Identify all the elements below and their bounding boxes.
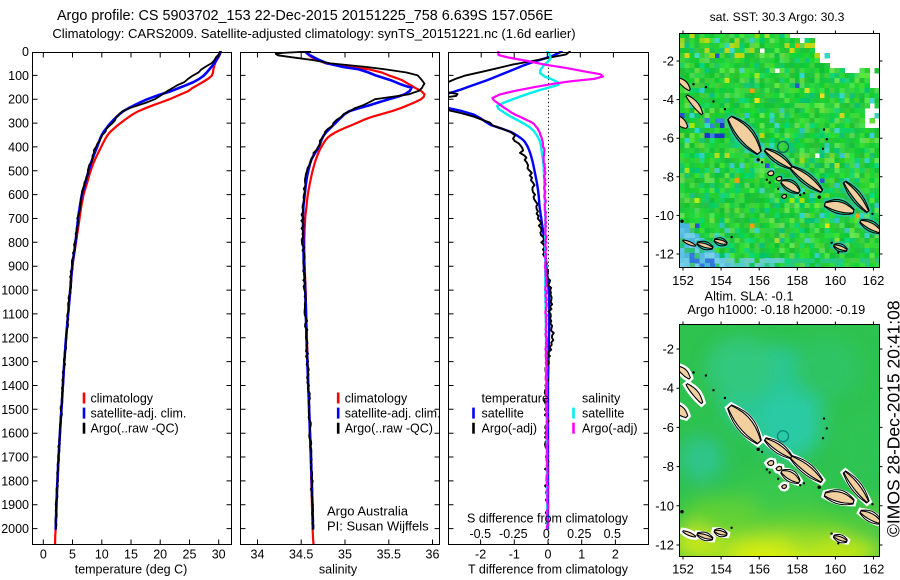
svg-text:2: 2 <box>612 548 619 562</box>
svg-text:satellite: satellite <box>582 407 624 421</box>
svg-text:climatology: climatology <box>91 392 154 406</box>
svg-text:400: 400 <box>8 140 29 154</box>
svg-text:satellite-adj. clim.: satellite-adj. clim. <box>91 407 187 421</box>
svg-text:160: 160 <box>825 273 847 288</box>
svg-text:-0.5: -0.5 <box>470 527 492 541</box>
svg-text:158: 158 <box>786 562 808 577</box>
svg-text:156: 156 <box>748 562 770 577</box>
svg-text:25: 25 <box>183 548 197 562</box>
svg-text:PI: Susan Wijffels: PI: Susan Wijffels <box>327 519 429 534</box>
svg-text:152: 152 <box>672 562 694 577</box>
svg-text:-0.25: -0.25 <box>499 527 528 541</box>
svg-text:1800: 1800 <box>1 474 29 488</box>
svg-text:©IMOS 28-Dec-2015 20:41:08: ©IMOS 28-Dec-2015 20:41:08 <box>884 300 900 537</box>
svg-text:0.5: 0.5 <box>604 527 621 541</box>
svg-text:temperature (deg C): temperature (deg C) <box>75 563 188 577</box>
svg-text:5: 5 <box>69 548 76 562</box>
svg-text:100: 100 <box>8 69 29 83</box>
svg-text:154: 154 <box>710 273 732 288</box>
svg-text:T difference from climatology: T difference from climatology <box>468 563 629 577</box>
svg-text:-6: -6 <box>662 420 674 435</box>
svg-text:162: 162 <box>863 562 885 577</box>
svg-text:S difference from climatology: S difference from climatology <box>467 512 629 526</box>
svg-text:Argo(..raw -QC): Argo(..raw -QC) <box>345 422 433 436</box>
svg-text:154: 154 <box>710 562 732 577</box>
svg-text:1500: 1500 <box>1 403 29 417</box>
svg-text:1600: 1600 <box>1 427 29 441</box>
svg-text:-4: -4 <box>662 381 674 396</box>
svg-text:1400: 1400 <box>1 379 29 393</box>
svg-text:salinity: salinity <box>319 563 358 577</box>
svg-text:climatology: climatology <box>345 392 408 406</box>
svg-text:1200: 1200 <box>1 331 29 345</box>
svg-text:34: 34 <box>251 548 265 562</box>
svg-text:-8: -8 <box>662 169 674 184</box>
svg-text:0: 0 <box>40 548 47 562</box>
svg-text:Argo h1000: -0.18 h2000: -0.19: Argo h1000: -0.18 h2000: -0.19 <box>687 302 865 317</box>
svg-text:0: 0 <box>22 45 29 59</box>
svg-text:1300: 1300 <box>1 355 29 369</box>
svg-text:300: 300 <box>8 117 29 131</box>
svg-text:Altim. SLA: -0.1: Altim. SLA: -0.1 <box>705 288 794 303</box>
svg-text:1900: 1900 <box>1 498 29 512</box>
svg-text:900: 900 <box>8 260 29 274</box>
svg-text:1700: 1700 <box>1 451 29 465</box>
svg-text:20: 20 <box>153 548 167 562</box>
svg-text:Argo profile: CS 5903702_153 2: Argo profile: CS 5903702_153 22-Dec-2015… <box>57 8 553 24</box>
svg-text:-2: -2 <box>662 54 674 69</box>
svg-text:Argo(-adj): Argo(-adj) <box>482 422 538 436</box>
svg-text:sat. SST: 30.3 Argo: 30.3: sat. SST: 30.3 Argo: 30.3 <box>710 10 845 24</box>
svg-text:satellite-adj. clim.: satellite-adj. clim. <box>345 407 441 421</box>
svg-text:2000: 2000 <box>1 522 29 536</box>
svg-text:158: 158 <box>786 273 808 288</box>
svg-text:-6: -6 <box>662 131 674 146</box>
svg-text:0: 0 <box>543 527 550 541</box>
svg-text:10: 10 <box>95 548 109 562</box>
svg-text:30: 30 <box>212 548 226 562</box>
svg-text:Argo Australia: Argo Australia <box>327 504 409 519</box>
svg-text:-10: -10 <box>655 208 674 223</box>
svg-text:156: 156 <box>748 273 770 288</box>
svg-text:35: 35 <box>338 548 352 562</box>
svg-text:600: 600 <box>8 188 29 202</box>
svg-text:162: 162 <box>863 273 885 288</box>
svg-text:-2: -2 <box>662 342 674 357</box>
svg-text:152: 152 <box>672 273 694 288</box>
svg-text:1000: 1000 <box>1 284 29 298</box>
svg-text:salinity: salinity <box>582 392 621 406</box>
svg-text:200: 200 <box>8 93 29 107</box>
svg-text:-2: -2 <box>475 548 486 562</box>
svg-text:15: 15 <box>124 548 138 562</box>
svg-text:1: 1 <box>578 548 585 562</box>
svg-text:-4: -4 <box>662 92 674 107</box>
svg-text:800: 800 <box>8 236 29 250</box>
svg-text:-10: -10 <box>655 498 674 513</box>
svg-text:0: 0 <box>545 548 552 562</box>
svg-text:35.5: 35.5 <box>377 548 401 562</box>
svg-text:34.5: 34.5 <box>289 548 313 562</box>
svg-text:temperature: temperature <box>482 392 549 406</box>
svg-text:Argo(-adj): Argo(-adj) <box>582 422 638 436</box>
svg-text:-8: -8 <box>662 459 674 474</box>
svg-text:0.25: 0.25 <box>567 527 591 541</box>
svg-text:Climatology: CARS2009. Satelli: Climatology: CARS2009. Satellite-adjuste… <box>52 26 575 41</box>
svg-text:160: 160 <box>825 562 847 577</box>
svg-text:36: 36 <box>426 548 440 562</box>
svg-text:500: 500 <box>8 164 29 178</box>
svg-text:-12: -12 <box>655 247 674 262</box>
svg-text:Argo(..raw -QC): Argo(..raw -QC) <box>91 422 179 436</box>
svg-text:700: 700 <box>8 212 29 226</box>
svg-text:1100: 1100 <box>2 307 29 321</box>
svg-text:-12: -12 <box>655 538 674 553</box>
svg-text:satellite: satellite <box>482 407 524 421</box>
svg-text:-1: -1 <box>509 548 520 562</box>
